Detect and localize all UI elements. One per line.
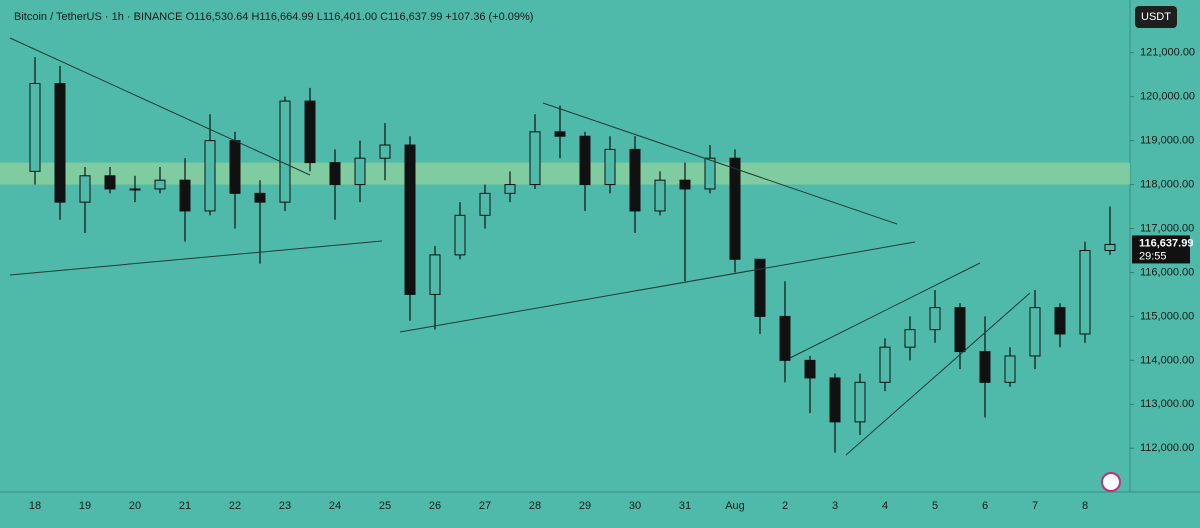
trend-line <box>845 292 1031 456</box>
candle-body <box>479 192 491 216</box>
candle-body <box>554 131 566 137</box>
x-tick-label: 19 <box>79 500 91 512</box>
candle-body <box>129 188 141 191</box>
y-tick-label: 119,000.00 <box>1140 135 1194 147</box>
trend-line <box>9 240 383 276</box>
countdown: 29:55 <box>1139 250 1167 262</box>
symbol-text: Bitcoin / TetherUS · 1h · BINANCE <box>14 11 183 23</box>
candle-body <box>804 359 816 379</box>
candle-body <box>229 140 241 194</box>
x-tick-label: 5 <box>932 500 938 512</box>
candle-body <box>54 82 66 203</box>
candle-body <box>904 329 916 348</box>
candle-body <box>1104 243 1116 251</box>
candle-body <box>654 179 666 212</box>
y-tick-label: 121,000.00 <box>1140 47 1195 59</box>
candle-body <box>704 157 716 190</box>
y-tick-label: 117,000.00 <box>1140 222 1194 234</box>
trend-line <box>399 241 916 333</box>
candle-body <box>304 100 316 164</box>
candle-body <box>204 140 216 212</box>
candle-body <box>504 184 516 194</box>
y-tick-label: 118,000.00 <box>1140 178 1194 190</box>
candle-body <box>604 148 616 186</box>
candle-body <box>29 82 41 172</box>
candle-body <box>329 162 341 186</box>
x-tick-label: 24 <box>329 500 341 512</box>
candle-body <box>729 157 741 260</box>
y-tick-label: 114,000.00 <box>1140 354 1194 366</box>
x-tick-label: 3 <box>832 500 838 512</box>
candle-body <box>829 377 841 423</box>
candle-body <box>679 179 691 190</box>
last-price-box <box>1132 235 1190 264</box>
logo-icon[interactable] <box>1101 472 1121 492</box>
change-text: +107.36 (+0.09%) <box>445 11 533 23</box>
candle-body <box>404 144 416 295</box>
candle-body <box>79 175 91 203</box>
candle-body <box>454 214 466 256</box>
x-tick-label: 2 <box>782 500 788 512</box>
candle-body <box>104 175 116 190</box>
candle-body <box>854 381 866 423</box>
x-tick-label: 20 <box>129 500 141 512</box>
x-tick-label: 21 <box>179 500 191 512</box>
candle-body <box>754 258 766 317</box>
x-tick-label: 4 <box>882 500 888 512</box>
symbol: Bitcoin / TetherUS · 1h · BINANCE O116,5… <box>14 11 533 23</box>
y-tick-label: 115,000.00 <box>1140 310 1194 322</box>
candle-body <box>354 157 366 186</box>
y-tick-label: 120,000.00 <box>1140 91 1195 103</box>
candle-body <box>579 135 591 186</box>
close-text: C116,637.99 <box>380 11 442 23</box>
currency-button[interactable] <box>1135 6 1177 28</box>
candle-body <box>529 131 541 186</box>
x-tick-label: 26 <box>429 500 441 512</box>
trend-line <box>542 102 898 225</box>
high-text: H116,664.99 <box>251 11 313 23</box>
candle-body <box>954 307 966 353</box>
candle-body <box>279 100 291 203</box>
last-price-label: 116,637.99 <box>1139 237 1193 249</box>
candle-body <box>1004 355 1016 383</box>
highlight-zone <box>0 162 1130 185</box>
candle-body <box>154 179 166 190</box>
x-tick-label: 29 <box>579 500 591 512</box>
x-tick-label: Aug <box>725 500 745 512</box>
x-tick-label: 18 <box>29 500 41 512</box>
candle-body <box>254 192 266 203</box>
x-tick-label: 23 <box>279 500 291 512</box>
trend-line <box>9 37 311 176</box>
candle-body <box>379 144 391 159</box>
x-tick-label: 31 <box>679 500 691 512</box>
low-text: L116,401.00 <box>317 11 377 23</box>
y-tick-label: 116,000.00 <box>1140 266 1194 278</box>
candle-body <box>179 179 191 212</box>
x-tick-label: 30 <box>629 500 641 512</box>
x-tick-label: 22 <box>229 500 241 512</box>
candle-body <box>1079 249 1091 335</box>
y-tick-label: 112,000.00 <box>1140 442 1194 454</box>
x-tick-label: 28 <box>529 500 541 512</box>
candle-body <box>779 315 791 361</box>
x-tick-label: 25 <box>379 500 391 512</box>
x-tick-label: 27 <box>479 500 491 512</box>
candle-body <box>929 307 941 331</box>
candle-body <box>1054 307 1066 335</box>
open-text: O116,530.64 <box>186 11 249 23</box>
candle-body <box>879 346 891 383</box>
candle-body <box>629 148 641 212</box>
candle-body <box>429 254 441 295</box>
trend-line <box>789 262 981 359</box>
candle-body <box>979 351 991 383</box>
x-tick-label: 6 <box>982 500 988 512</box>
y-tick-label: 113,000.00 <box>1140 398 1194 410</box>
currency-label[interactable]: USDT <box>1141 11 1171 23</box>
candle-body <box>1029 307 1041 357</box>
x-tick-label: 8 <box>1082 500 1088 512</box>
x-tick-label: 7 <box>1032 500 1038 512</box>
